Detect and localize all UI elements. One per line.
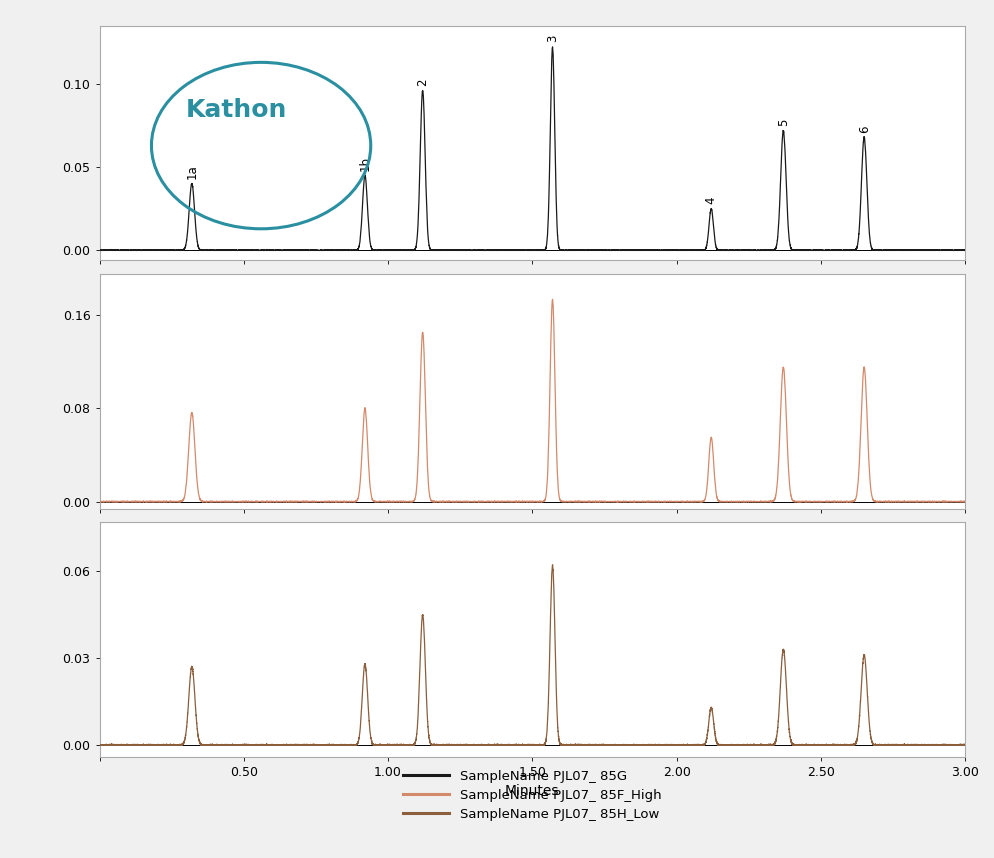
Text: 1b: 1b xyxy=(358,155,371,171)
Text: 5: 5 xyxy=(776,118,789,125)
Text: Kathon: Kathon xyxy=(186,99,287,123)
Legend: SampleName PJL07_ 85G, SampleName PJL07_ 85F_High, SampleName PJL07_ 85H_Low: SampleName PJL07_ 85G, SampleName PJL07_… xyxy=(403,770,661,821)
Text: 3: 3 xyxy=(546,35,559,43)
Text: 6: 6 xyxy=(857,125,870,133)
X-axis label: Minutes: Minutes xyxy=(505,784,559,799)
Text: 1a: 1a xyxy=(185,164,198,179)
Text: 2: 2 xyxy=(415,78,428,86)
Text: 4: 4 xyxy=(704,196,717,203)
